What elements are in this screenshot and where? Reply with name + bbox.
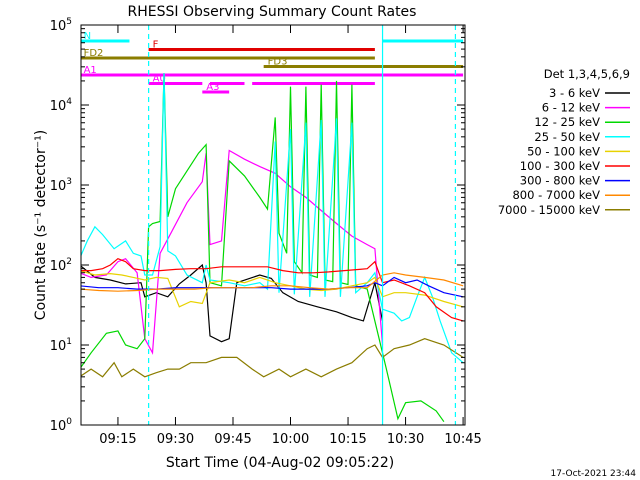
- bar-label-n: N: [84, 31, 91, 42]
- legend-title: Det 1,3,4,5,6,9: [544, 67, 630, 81]
- plot-frame: [80, 24, 466, 426]
- x-tick-label-10-30: 10:30: [387, 432, 424, 447]
- series-line-7000-15000-kev: [81, 338, 464, 378]
- y-axis-label: Count Rate (s⁻¹ detector⁻¹): [33, 130, 49, 320]
- legend-label-6-12-kev: 6 - 12 keV: [542, 101, 600, 115]
- x-tick-label-09-30: 09:30: [157, 432, 194, 447]
- y-tick-label-4: 104: [50, 97, 73, 114]
- legend-label-7000-15000-kev: 7000 - 15000 keV: [498, 203, 600, 217]
- timestamp: 17-Oct-2021 23:44: [551, 469, 637, 479]
- series-line-50-100-kev: [81, 270, 464, 308]
- legend-label-50-100-kev: 50 - 100 keV: [527, 144, 600, 158]
- x-axis-label: Start Time (04-Aug-02 09:05:22): [166, 455, 394, 471]
- legend-label-25-50-kev: 25 - 50 keV: [534, 130, 600, 144]
- legend-label-3-6-kev: 3 - 6 keV: [549, 86, 600, 100]
- bar-label-a1: A1: [84, 65, 97, 76]
- y-tick-label-2: 102: [50, 257, 72, 274]
- series-line-25-50-kev: [81, 73, 464, 364]
- series-line-3-6-kev: [81, 263, 384, 343]
- attenuator-bars: N F FD2 FD3 A1 A0 A3: [81, 31, 464, 94]
- bar-label-fd3: FD3: [268, 57, 288, 68]
- bar-label-a0: A0: [153, 74, 166, 85]
- vertical-markers: [148, 25, 457, 425]
- legend-label-800-7000-kev: 800 - 7000 keV: [512, 188, 600, 202]
- y-tick-label-0: 100: [50, 417, 73, 434]
- series-lines: [81, 73, 464, 423]
- x-ticks: 09:15 09:30 09:45 10:00 10:15 10:30 10:45: [99, 25, 482, 447]
- legend-label-100-300-kev: 100 - 300 keV: [520, 159, 600, 173]
- series-line-800-7000-kev: [81, 272, 464, 292]
- y-tick-label-1: 101: [50, 337, 72, 354]
- series-line-300-800-kev: [81, 276, 464, 298]
- y-tick-label-5: 105: [50, 17, 72, 34]
- series-line-100-300-kev: [81, 258, 464, 322]
- bar-label-fd2: FD2: [84, 48, 104, 59]
- x-tick-label-10-45: 10:45: [444, 432, 481, 447]
- x-tick-label-09-15: 09:15: [99, 432, 136, 447]
- legend-label-300-800-kev: 300 - 800 keV: [520, 174, 600, 188]
- x-tick-label-10-15: 10:15: [329, 432, 366, 447]
- bar-label-a3: A3: [206, 82, 219, 93]
- y-ticks: 100 101 102 103 104 105: [50, 17, 465, 434]
- legend-label-12-25-kev: 12 - 25 keV: [534, 115, 600, 129]
- y-tick-label-3: 103: [50, 177, 72, 194]
- x-tick-label-09-45: 09:45: [214, 432, 251, 447]
- x-tick-label-10-00: 10:00: [272, 432, 309, 447]
- series-line-6-12-kev: [81, 149, 384, 355]
- bar-label-f: F: [153, 40, 159, 51]
- chart-title: RHESSI Observing Summary Count Rates: [128, 4, 417, 20]
